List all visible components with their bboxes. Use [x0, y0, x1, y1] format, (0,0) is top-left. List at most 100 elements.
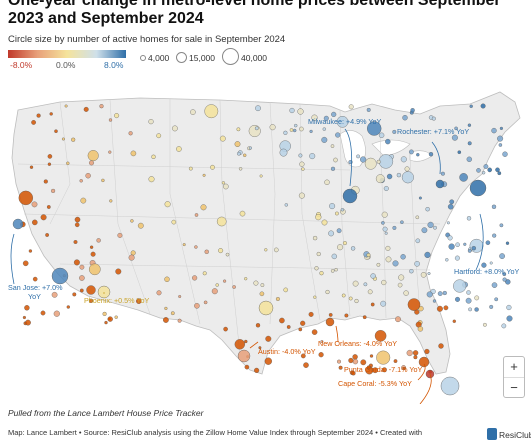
metro-circle[interactable]: [151, 154, 156, 159]
metro-circle[interactable]: [372, 367, 379, 374]
metro-circle[interactable]: [177, 318, 182, 323]
metro-circle[interactable]: [83, 106, 89, 112]
metro-circle[interactable]: [259, 291, 265, 297]
metro-circle[interactable]: [341, 293, 346, 298]
metro-circle[interactable]: [114, 113, 120, 119]
metro-circle[interactable]: [130, 250, 136, 256]
metro-circle[interactable]: [265, 335, 272, 342]
metro-circle[interactable]: [445, 258, 449, 262]
metro-circle[interactable]: [216, 216, 227, 227]
metro-circle[interactable]: [337, 359, 341, 364]
metro-circle[interactable]: [203, 300, 208, 305]
metro-circle[interactable]: [234, 141, 241, 147]
metro-circle[interactable]: [385, 245, 391, 251]
metro-circle[interactable]: [494, 297, 499, 302]
metro-circle[interactable]: [192, 275, 198, 281]
metro-circle[interactable]: [406, 349, 413, 357]
metro-circle[interactable]: [128, 254, 135, 261]
metro-circle[interactable]: [164, 276, 170, 282]
metro-circle[interactable]: [369, 354, 374, 358]
metro-circle[interactable]: [178, 295, 182, 298]
metro-circle-large[interactable]: [469, 179, 487, 197]
metro-circle[interactable]: [324, 179, 330, 185]
metro-circle[interactable]: [248, 146, 252, 150]
metro-circle[interactable]: [367, 121, 382, 136]
metro-circle[interactable]: [354, 298, 359, 304]
metro-circle[interactable]: [80, 197, 87, 204]
metro-circle[interactable]: [79, 275, 85, 281]
metro-circle-large[interactable]: [342, 188, 358, 204]
metro-circle[interactable]: [452, 319, 456, 323]
metro-circle[interactable]: [329, 203, 336, 210]
metro-circle[interactable]: [367, 289, 373, 295]
metro-circle[interactable]: [32, 276, 38, 282]
metro-circle[interactable]: [469, 104, 473, 108]
metro-circle[interactable]: [323, 115, 329, 121]
metro-circle[interactable]: [491, 282, 498, 288]
metro-circle[interactable]: [407, 298, 421, 311]
metro-circle[interactable]: [156, 133, 162, 139]
metro-circle[interactable]: [337, 244, 344, 251]
metro-circle[interactable]: [297, 108, 304, 115]
metro-circle[interactable]: [382, 226, 388, 232]
metro-circle[interactable]: [351, 371, 356, 376]
metro-circle[interactable]: [380, 300, 387, 307]
metro-circle[interactable]: [202, 271, 207, 276]
metro-circle[interactable]: [471, 246, 476, 251]
metro-circle[interactable]: [315, 214, 322, 221]
metro-circle[interactable]: [164, 201, 171, 208]
metro-circle[interactable]: [438, 343, 444, 349]
metro-circle[interactable]: [89, 263, 101, 276]
metro-circle[interactable]: [370, 302, 375, 307]
metro-circle[interactable]: [325, 289, 330, 295]
metro-circle[interactable]: [378, 154, 394, 169]
metro-circle-large[interactable]: [12, 218, 24, 230]
metro-circle[interactable]: [321, 219, 328, 226]
metro-circle[interactable]: [492, 233, 497, 238]
metro-circle[interactable]: [22, 260, 29, 267]
metro-circle[interactable]: [412, 350, 419, 356]
metro-circle[interactable]: [148, 119, 154, 125]
metro-circle[interactable]: [466, 156, 472, 162]
metro-circle[interactable]: [381, 211, 388, 218]
metro-circle[interactable]: [243, 153, 247, 157]
metro-circle[interactable]: [156, 290, 162, 296]
metro-circle[interactable]: [298, 153, 303, 158]
metro-circle[interactable]: [211, 288, 218, 295]
metro-circle[interactable]: [221, 181, 225, 185]
metro-circle[interactable]: [286, 325, 291, 329]
metro-circle[interactable]: [396, 172, 402, 178]
metro-circle[interactable]: [487, 167, 492, 173]
metro-circle[interactable]: [427, 221, 434, 228]
metro-circle[interactable]: [401, 171, 414, 184]
metro-circle[interactable]: [316, 251, 321, 257]
metro-circle[interactable]: [497, 171, 502, 176]
metro-circle[interactable]: [255, 323, 261, 328]
metro-circle[interactable]: [31, 201, 38, 208]
metro-circle-large[interactable]: [418, 356, 430, 368]
metro-circle[interactable]: [466, 290, 471, 295]
metro-circle[interactable]: [108, 150, 112, 154]
metro-circle[interactable]: [467, 141, 472, 146]
metro-circle[interactable]: [99, 104, 104, 109]
metro-circle[interactable]: [448, 243, 455, 250]
metro-circle[interactable]: [24, 305, 30, 311]
metro-circle[interactable]: [421, 227, 428, 234]
metro-circle[interactable]: [360, 359, 367, 366]
metro-circle[interactable]: [398, 274, 405, 281]
metro-circle[interactable]: [258, 346, 262, 350]
metro-circle[interactable]: [330, 144, 335, 148]
metro-circle[interactable]: [481, 171, 486, 175]
metro-circle[interactable]: [244, 277, 248, 281]
metro-circle[interactable]: [86, 285, 96, 295]
metro-circle[interactable]: [204, 104, 219, 119]
metro-circle[interactable]: [431, 116, 436, 121]
metro-circle[interactable]: [455, 296, 460, 302]
metro-circle[interactable]: [215, 283, 219, 287]
metro-circle[interactable]: [414, 261, 420, 267]
metro-circle[interactable]: [164, 306, 168, 310]
metro-circle[interactable]: [107, 316, 113, 322]
metro-circle[interactable]: [79, 179, 83, 183]
metro-circle[interactable]: [331, 253, 337, 260]
metro-circle[interactable]: [499, 253, 505, 259]
